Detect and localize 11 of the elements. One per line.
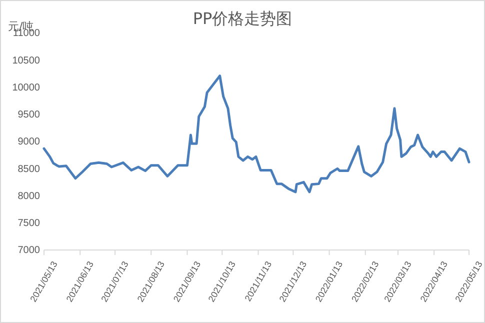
y-tick-label: 11000 <box>12 28 40 40</box>
line-series <box>42 74 470 194</box>
y-tick-label: 8500 <box>18 164 40 175</box>
y-tick-label: 10000 <box>12 82 40 94</box>
y-tick-label: 9500 <box>18 110 40 121</box>
y-tick-label: 7500 <box>18 218 40 230</box>
chart-title: PP价格走势图 <box>192 9 292 28</box>
y-tick-label: 9000 <box>18 136 40 148</box>
y-tick-label: 8000 <box>18 190 40 202</box>
y-tick-label: 7000 <box>18 245 40 256</box>
y-tick-label: 10500 <box>12 55 40 66</box>
